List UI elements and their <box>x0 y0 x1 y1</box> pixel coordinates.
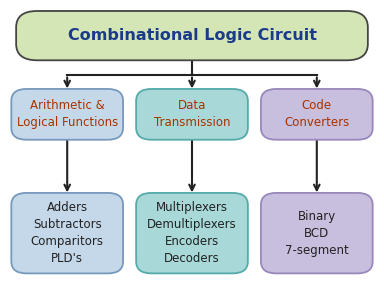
Text: Data
Transmission: Data Transmission <box>154 99 230 129</box>
FancyBboxPatch shape <box>136 193 248 273</box>
FancyBboxPatch shape <box>261 89 372 140</box>
FancyBboxPatch shape <box>11 193 123 273</box>
Text: Combinational Logic Circuit: Combinational Logic Circuit <box>68 28 316 43</box>
Text: Adders
Subtractors
Comparitors
PLD's: Adders Subtractors Comparitors PLD's <box>31 201 104 265</box>
Text: Code
Converters: Code Converters <box>284 99 349 129</box>
FancyBboxPatch shape <box>11 89 123 140</box>
Text: Arithmetic &
Logical Functions: Arithmetic & Logical Functions <box>17 99 118 129</box>
Text: Binary
BCD
7-segment: Binary BCD 7-segment <box>285 210 349 257</box>
FancyBboxPatch shape <box>261 193 372 273</box>
FancyBboxPatch shape <box>16 11 368 60</box>
Text: Multiplexers
Demultiplexers
Encoders
Decoders: Multiplexers Demultiplexers Encoders Dec… <box>147 201 237 265</box>
FancyBboxPatch shape <box>136 89 248 140</box>
